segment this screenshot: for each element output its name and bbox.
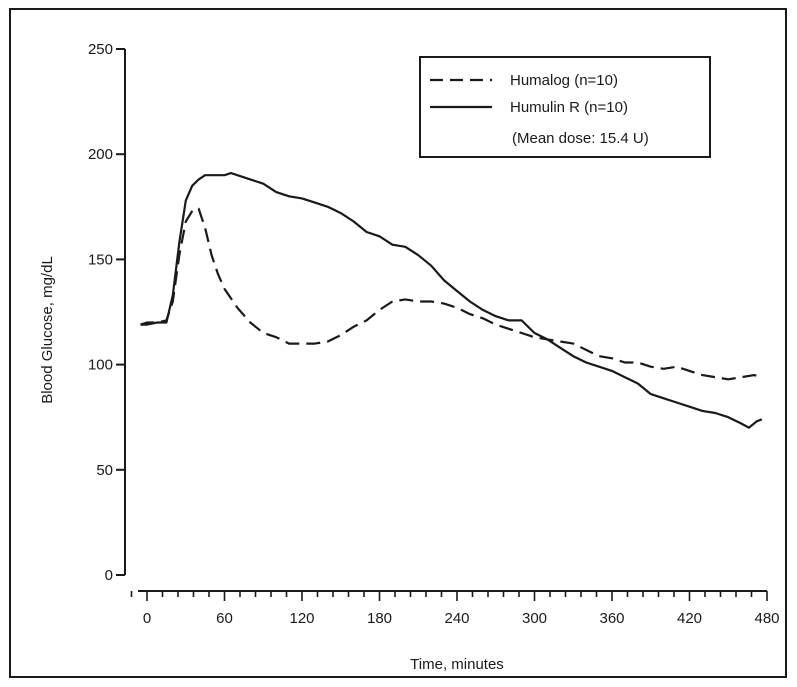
series-line-humalog	[140, 207, 763, 381]
x-tick-label: 360	[599, 610, 624, 627]
y-tick-label: 150	[88, 251, 113, 268]
legend-label-humulin: Humulin R (n=10)	[510, 99, 628, 116]
x-tick-label: 420	[677, 610, 702, 627]
x-tick-label: 120	[289, 610, 314, 627]
y-axis-title: Blood Glucose, mg/dL	[39, 256, 56, 404]
legend-label-humalog: Humalog (n=10)	[510, 72, 618, 89]
y-tick-label: 250	[88, 41, 113, 58]
x-tick-label: 300	[522, 610, 547, 627]
series-line-humulin	[140, 172, 763, 429]
x-tick-label: 240	[444, 610, 469, 627]
y-tick-label: 100	[88, 357, 113, 374]
x-tick-label: 60	[216, 610, 233, 627]
y-axis: 0 50 100 150 200 250	[88, 41, 126, 584]
x-tick-label: 180	[367, 610, 392, 627]
legend-note: (Mean dose: 15.4 U)	[512, 130, 649, 147]
x-tick-label: 0	[143, 610, 151, 627]
x-axis-title: Time, minutes	[410, 656, 504, 673]
y-tick-label: 0	[105, 567, 113, 584]
y-tick-label: 50	[96, 462, 113, 479]
legend: Humalog (n=10) Humulin R (n=10) (Mean do…	[419, 56, 711, 158]
x-axis: 0 60 120 180 240 300 360 420 480	[130, 590, 780, 627]
x-tick-label: 480	[754, 610, 779, 627]
series-layer	[140, 172, 763, 429]
y-tick-label: 200	[88, 146, 113, 163]
